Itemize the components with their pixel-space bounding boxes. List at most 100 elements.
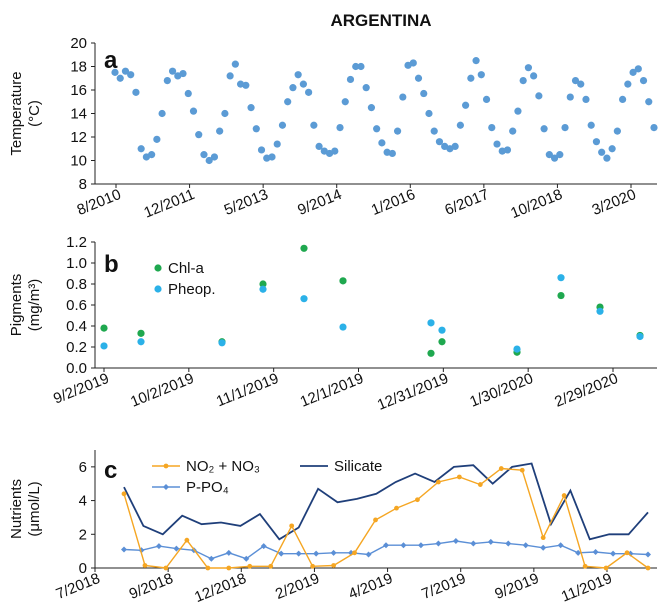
temperature-point xyxy=(357,62,365,71)
y-axis-unit: (°C) xyxy=(26,100,43,127)
no2-no3-point xyxy=(436,479,441,485)
x-tick-label: 11/1/2019 xyxy=(214,370,281,410)
x-tick-label: 2/29/2020 xyxy=(552,370,620,411)
temperature-point xyxy=(530,72,538,80)
temperature-point xyxy=(299,80,307,88)
no2-no3-point xyxy=(373,517,378,523)
y-tick-label: 16 xyxy=(70,82,87,99)
x-tick-label: 2/2019 xyxy=(273,570,322,603)
p-po4-point xyxy=(208,555,215,562)
temperature-point xyxy=(367,104,376,112)
y-tick-label: 2 xyxy=(79,526,87,543)
x-tick-label: 10/2/2019 xyxy=(128,370,196,411)
chl-a-point xyxy=(300,244,308,252)
p-po4-point xyxy=(645,551,651,558)
temperature-point xyxy=(420,89,428,98)
y-tick-label: 18 xyxy=(70,59,87,76)
legend-p-po4-marker xyxy=(163,484,169,490)
silicate-line xyxy=(123,462,649,541)
y-axis-unit: (μmol/L) xyxy=(26,481,43,536)
temperature-point xyxy=(550,154,559,162)
no2-no3-line xyxy=(123,467,649,569)
p-po4-point xyxy=(243,555,250,562)
temperature-point xyxy=(231,60,239,68)
y-axis-label: Pigments xyxy=(8,274,25,337)
x-tick-label: 12/2018 xyxy=(192,570,249,606)
temperature-point xyxy=(545,151,553,159)
temperature-point xyxy=(619,95,627,103)
temperature-point xyxy=(200,151,208,159)
chl-a-point xyxy=(339,277,347,285)
temperature-point xyxy=(425,109,433,118)
p-po4-point xyxy=(575,549,582,556)
temperature-point xyxy=(205,156,213,165)
temperature-point xyxy=(493,140,501,148)
x-tick-label: 12/2011 xyxy=(141,186,197,222)
temperature-point xyxy=(273,140,281,148)
x-tick-label: 1/2016 xyxy=(369,186,418,219)
temperature-point xyxy=(624,80,632,88)
temperature-point xyxy=(168,67,177,75)
x-tick-label: 1/30/2020 xyxy=(467,370,535,411)
p-po4-point xyxy=(121,546,127,553)
chl-a-point xyxy=(557,291,565,300)
no2-no3-point xyxy=(289,523,295,529)
temperature-point xyxy=(509,127,517,135)
temperature-point xyxy=(247,104,255,112)
temperature-point xyxy=(184,89,192,98)
p-po4-point xyxy=(487,538,494,545)
temperature-point xyxy=(137,145,145,153)
temperature-point xyxy=(393,127,402,135)
temperature-point xyxy=(414,74,423,82)
temperature-point xyxy=(336,124,344,132)
temperature-point xyxy=(242,81,250,89)
no2-no3-point xyxy=(456,474,462,480)
temperature-point xyxy=(305,88,313,96)
temperature-point xyxy=(639,77,648,85)
pheop-point xyxy=(596,307,604,315)
chl-a-point xyxy=(137,329,145,337)
temperature-point xyxy=(399,93,407,101)
chl-a-point xyxy=(100,324,108,332)
temperature-point xyxy=(148,151,156,159)
pheop-point xyxy=(557,274,565,282)
x-tick-label: 6/2017 xyxy=(442,186,491,219)
temperature-point xyxy=(346,75,355,84)
chl-a-point xyxy=(438,338,446,346)
no2-no3-point xyxy=(645,565,651,571)
temperature-point xyxy=(467,74,475,82)
no2-no3-point xyxy=(226,565,232,571)
temperature-point xyxy=(373,125,381,133)
y-tick-label: 0.4 xyxy=(66,318,87,335)
temperature-point xyxy=(179,69,187,78)
temperature-point xyxy=(378,139,386,147)
y-tick-label: 4 xyxy=(79,493,87,510)
temperature-point xyxy=(268,153,276,161)
x-tick-label: 9/2019 xyxy=(492,570,541,603)
p-po4-point xyxy=(592,548,599,555)
y-tick-label: 10 xyxy=(70,153,87,170)
p-po4-point xyxy=(313,550,320,557)
temperature-point xyxy=(257,146,266,154)
temperature-point xyxy=(121,67,130,75)
temperature-point xyxy=(289,84,297,92)
temperature-point xyxy=(634,65,642,73)
temperature-point xyxy=(435,138,444,146)
temperature-point xyxy=(195,131,203,139)
temperature-point xyxy=(210,153,219,161)
temperature-point xyxy=(613,127,621,135)
temperature-point xyxy=(477,71,485,79)
temperature-point xyxy=(153,135,161,143)
y-tick-label: 0.8 xyxy=(66,276,87,293)
temperature-point xyxy=(388,149,396,158)
legend-pheop-marker xyxy=(154,285,162,293)
temperature-point xyxy=(216,127,224,135)
panel-letter-a: a xyxy=(104,47,118,74)
temperature-point xyxy=(582,95,590,103)
temperature-point xyxy=(315,142,323,150)
temperature-point xyxy=(561,124,569,132)
temperature-point xyxy=(608,145,616,153)
x-tick-label: 9/2018 xyxy=(127,570,176,603)
pheop-point xyxy=(636,332,644,341)
p-po4-point xyxy=(470,540,477,547)
